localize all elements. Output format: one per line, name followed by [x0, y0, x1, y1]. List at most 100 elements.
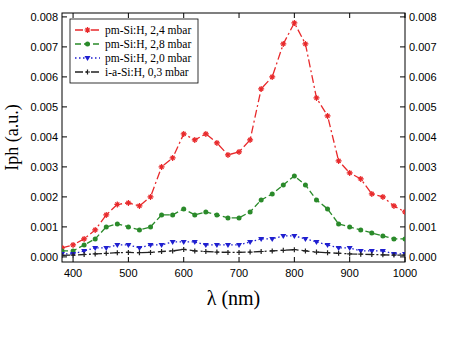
- data-point: [391, 203, 397, 209]
- data-point: [380, 194, 386, 200]
- y-tick-label: 0.008: [30, 11, 58, 23]
- x-tick-label: 800: [285, 267, 303, 279]
- y-tick: [62, 166, 67, 167]
- series-line: [62, 249, 405, 255]
- data-point: [247, 240, 253, 245]
- data-point: [358, 176, 364, 182]
- data-point: [258, 237, 264, 242]
- data-point: [269, 74, 275, 80]
- y-tick: [62, 256, 67, 257]
- data-point: [126, 250, 131, 255]
- x-tick-label: 1000: [393, 267, 417, 279]
- data-point: [269, 237, 275, 242]
- data-point: [403, 253, 406, 258]
- data-point: [70, 242, 76, 248]
- data-point: [114, 243, 120, 248]
- data-point: [104, 224, 109, 229]
- data-point: [203, 131, 209, 137]
- data-point: [303, 182, 308, 187]
- y2-tick: [400, 136, 405, 137]
- y2-tick-label: 0.000: [409, 251, 437, 263]
- data-point: [192, 212, 197, 217]
- data-point: [347, 251, 352, 256]
- data-point: [137, 250, 142, 255]
- y2-tick-label: 0.007: [409, 41, 437, 53]
- x-tick-label: 700: [230, 267, 248, 279]
- data-point: [336, 221, 341, 226]
- data-point: [181, 240, 187, 245]
- data-point: [170, 240, 176, 245]
- data-point: [347, 170, 353, 176]
- data-point: [292, 247, 297, 252]
- y2-tick: [400, 16, 405, 17]
- data-point: [280, 41, 286, 47]
- y2-tick: [400, 46, 405, 47]
- data-point: [82, 242, 87, 247]
- y-tick: [62, 106, 67, 107]
- legend-marker: [85, 27, 91, 33]
- data-point: [270, 248, 275, 253]
- y-tick-label: 0.002: [30, 191, 58, 203]
- data-point: [214, 243, 220, 248]
- data-point: [181, 247, 186, 252]
- data-point: [270, 191, 275, 196]
- data-point: [159, 249, 164, 254]
- data-point: [203, 243, 209, 248]
- data-point: [103, 212, 109, 218]
- data-point: [247, 137, 253, 143]
- data-point: [336, 251, 341, 256]
- data-point: [281, 182, 286, 187]
- data-point: [291, 234, 297, 239]
- data-point: [225, 152, 231, 158]
- data-point: [136, 203, 142, 209]
- data-point: [192, 137, 198, 143]
- y-tick-label: 0.007: [30, 41, 58, 53]
- y2-tick: [400, 106, 405, 107]
- data-point: [380, 233, 385, 238]
- data-point: [148, 243, 154, 248]
- data-point: [302, 41, 308, 47]
- data-point: [104, 251, 109, 256]
- plot-area: [62, 20, 405, 258]
- x-tick: [405, 257, 406, 262]
- data-point: [159, 212, 164, 217]
- y-tick: [62, 76, 67, 77]
- x-tick-top: [128, 13, 129, 18]
- x-tick-top: [294, 13, 295, 18]
- data-point: [148, 250, 153, 255]
- data-point: [391, 236, 396, 241]
- data-point: [358, 227, 363, 232]
- data-point: [391, 252, 397, 257]
- data-point: [81, 236, 87, 242]
- data-point: [259, 197, 264, 202]
- y2-tick: [400, 256, 405, 257]
- data-point: [125, 200, 131, 206]
- data-point: [292, 173, 297, 178]
- data-point: [181, 131, 187, 137]
- data-point: [237, 250, 242, 255]
- data-point: [369, 252, 374, 257]
- chart: 40050060070080090010000.0000.0010.0020.0…: [0, 0, 467, 345]
- y2-tick-label: 0.002: [409, 191, 437, 203]
- data-point: [114, 201, 120, 207]
- series-line: [62, 236, 405, 254]
- x-tick: [183, 257, 184, 262]
- data-point: [170, 212, 175, 217]
- data-point: [314, 250, 319, 255]
- data-point: [402, 252, 405, 257]
- x-tick: [349, 257, 350, 262]
- data-point: [314, 197, 319, 202]
- x-tick-label: 400: [64, 267, 82, 279]
- x-tick: [73, 257, 74, 262]
- y-tick-label: 0.006: [30, 71, 58, 83]
- legend-marker: [85, 56, 91, 61]
- x-tick-top: [239, 13, 240, 18]
- data-point: [214, 140, 220, 146]
- y-tick-label: 0.003: [30, 161, 58, 173]
- data-point: [358, 252, 363, 257]
- data-point: [125, 243, 131, 248]
- data-point: [336, 158, 342, 164]
- series-line: [62, 23, 405, 248]
- data-point: [126, 224, 131, 229]
- data-point: [181, 206, 186, 211]
